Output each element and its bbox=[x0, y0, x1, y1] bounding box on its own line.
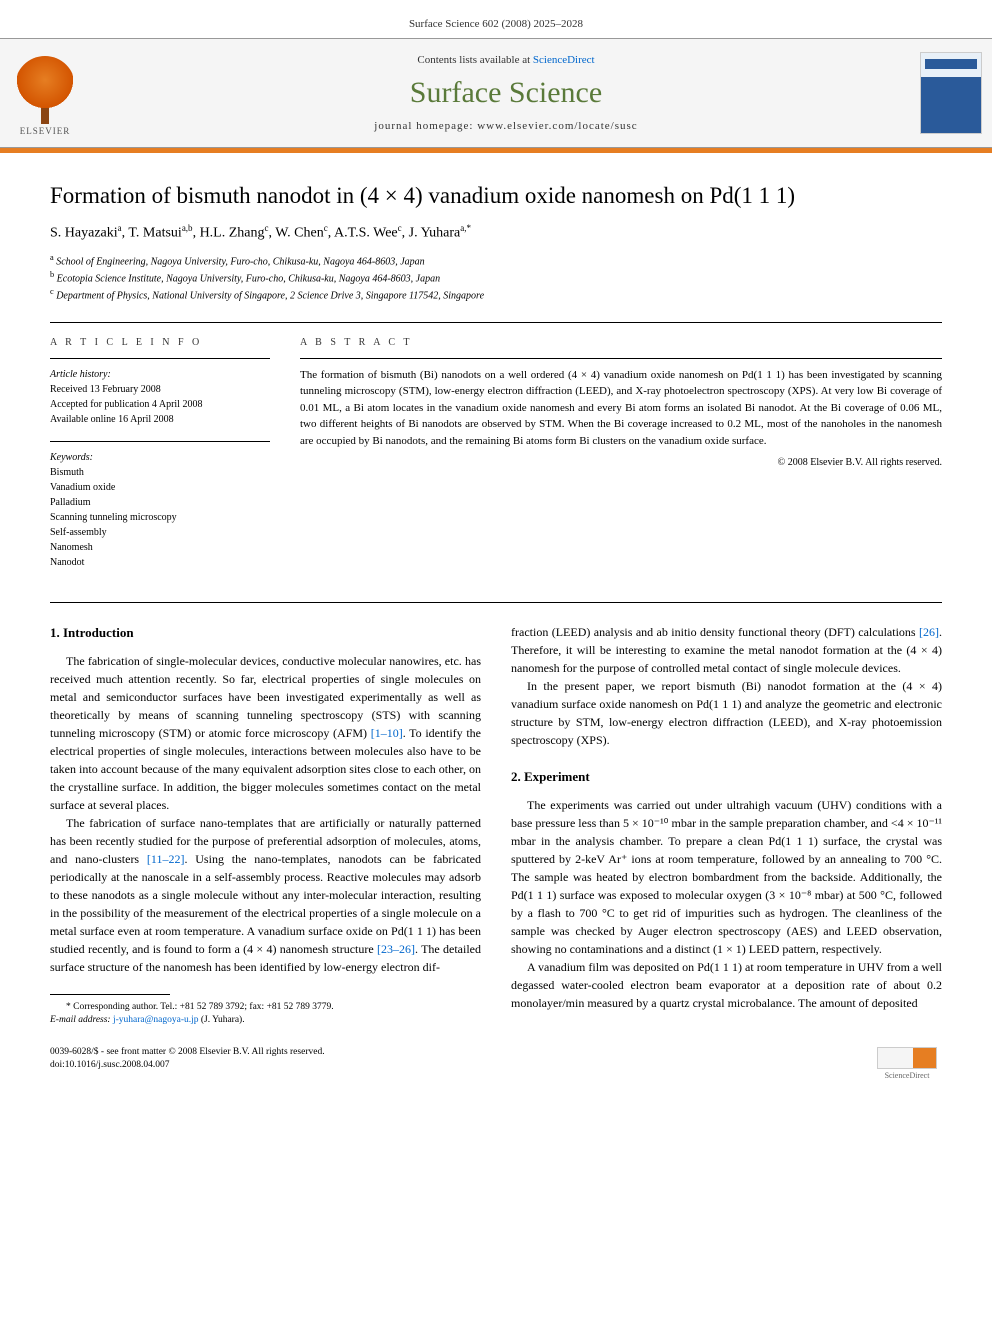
affiliation-a: a School of Engineering, Nagoya Universi… bbox=[50, 252, 942, 269]
journal-banner: ELSEVIER Contents lists available at Sci… bbox=[0, 38, 992, 148]
experiment-paragraph-2: A vanadium film was deposited on Pd(1 1 … bbox=[511, 958, 942, 1012]
affiliation-b: b Ecotopia Science Institute, Nagoya Uni… bbox=[50, 269, 942, 286]
homepage-line: journal homepage: www.elsevier.com/locat… bbox=[92, 120, 920, 132]
authors-line: S. Hayazakia, T. Matsuia,b, H.L. Zhangc,… bbox=[0, 223, 992, 252]
ref-11-22-link[interactable]: [11–22] bbox=[147, 852, 185, 866]
keywords-list: BismuthVanadium oxidePalladiumScanning t… bbox=[50, 467, 177, 568]
info-abstract-row: A R T I C L E I N F O Article history: R… bbox=[0, 323, 992, 602]
contents-available-line: Contents lists available at ScienceDirec… bbox=[92, 54, 920, 66]
history-label: Article history: bbox=[50, 369, 111, 380]
footnote-separator bbox=[50, 994, 170, 995]
journal-name: Surface Science bbox=[92, 76, 920, 110]
body-columns: 1. Introduction The fabrication of singl… bbox=[0, 603, 992, 1038]
intro-paragraph-3: fraction (LEED) analysis and ab initio d… bbox=[511, 623, 942, 677]
email-link[interactable]: j-yuhara@nagoya-u.jp bbox=[113, 1015, 199, 1025]
article-title: Formation of bismuth nanodot in (4 × 4) … bbox=[0, 153, 992, 223]
ref-23-26-link[interactable]: [23–26] bbox=[377, 942, 415, 956]
right-column: fraction (LEED) analysis and ab initio d… bbox=[511, 623, 942, 1028]
affiliations: a School of Engineering, Nagoya Universi… bbox=[0, 252, 992, 322]
journal-cover-thumbnail bbox=[920, 52, 982, 134]
sciencedirect-logo-icon bbox=[877, 1047, 937, 1069]
sciencedirect-label: ScienceDirect bbox=[885, 1071, 930, 1080]
sciencedirect-link[interactable]: ScienceDirect bbox=[533, 54, 595, 66]
experiment-heading: 2. Experiment bbox=[511, 767, 942, 787]
received-date: Received 13 February 2008 bbox=[50, 384, 161, 395]
doi-line: doi:10.1016/j.susc.2008.04.007 bbox=[50, 1060, 170, 1070]
homepage-url: www.elsevier.com/locate/susc bbox=[477, 120, 637, 132]
homepage-prefix: journal homepage: bbox=[374, 120, 477, 132]
elsevier-logo: ELSEVIER bbox=[10, 51, 80, 136]
elsevier-label: ELSEVIER bbox=[20, 126, 71, 136]
accepted-date: Accepted for publication 4 April 2008 bbox=[50, 399, 202, 410]
left-column: 1. Introduction The fabrication of singl… bbox=[50, 623, 481, 1028]
online-date: Available online 16 April 2008 bbox=[50, 414, 174, 425]
intro-paragraph-1: The fabrication of single-molecular devi… bbox=[50, 652, 481, 814]
intro-p3a-text: fraction (LEED) analysis and ab initio d… bbox=[511, 625, 919, 639]
ref-26-link[interactable]: [26] bbox=[919, 625, 939, 639]
intro-paragraph-4: In the present paper, we report bismuth … bbox=[511, 677, 942, 749]
footer-right: ScienceDirect bbox=[872, 1046, 942, 1082]
page-footer: 0039-6028/$ - see front matter © 2008 El… bbox=[0, 1038, 992, 1102]
article-history-block: Article history: Received 13 February 20… bbox=[50, 367, 270, 427]
corresponding-author-footnote: * Corresponding author. Tel.: +81 52 789… bbox=[50, 1001, 481, 1028]
contents-prefix: Contents lists available at bbox=[417, 54, 532, 66]
article-info-column: A R T I C L E I N F O Article history: R… bbox=[50, 337, 270, 584]
abstract-text: The formation of bismuth (Bi) nanodots o… bbox=[300, 367, 942, 450]
email-label: E-mail address: bbox=[50, 1015, 111, 1025]
footer-left: 0039-6028/$ - see front matter © 2008 El… bbox=[50, 1046, 325, 1082]
running-header: Surface Science 602 (2008) 2025–2028 bbox=[0, 0, 992, 38]
abstract-divider bbox=[300, 358, 942, 359]
abstract-heading: A B S T R A C T bbox=[300, 337, 942, 348]
corresp-text: * Corresponding author. Tel.: +81 52 789… bbox=[66, 1002, 334, 1012]
keywords-label: Keywords: bbox=[50, 452, 93, 463]
experiment-paragraph-1: The experiments was carried out under ul… bbox=[511, 796, 942, 958]
email-name: (J. Yuhara). bbox=[201, 1015, 245, 1025]
info-divider-1 bbox=[50, 358, 270, 359]
elsevier-tree-icon bbox=[15, 56, 75, 116]
issn-line: 0039-6028/$ - see front matter © 2008 El… bbox=[50, 1047, 325, 1057]
ref-1-10-link[interactable]: [1–10] bbox=[371, 726, 403, 740]
info-divider-2 bbox=[50, 441, 270, 442]
intro-heading: 1. Introduction bbox=[50, 623, 481, 643]
intro-p2b-text: . Using the nano-templates, nanodots can… bbox=[50, 852, 481, 956]
abstract-copyright: © 2008 Elsevier B.V. All rights reserved… bbox=[300, 457, 942, 468]
intro-paragraph-2: The fabrication of surface nano-template… bbox=[50, 814, 481, 976]
abstract-column: A B S T R A C T The formation of bismuth… bbox=[300, 337, 942, 584]
affiliation-c: c Department of Physics, National Univer… bbox=[50, 286, 942, 303]
banner-center: Contents lists available at ScienceDirec… bbox=[92, 54, 920, 132]
keywords-block: Keywords: BismuthVanadium oxidePalladium… bbox=[50, 450, 270, 570]
article-info-heading: A R T I C L E I N F O bbox=[50, 337, 270, 348]
